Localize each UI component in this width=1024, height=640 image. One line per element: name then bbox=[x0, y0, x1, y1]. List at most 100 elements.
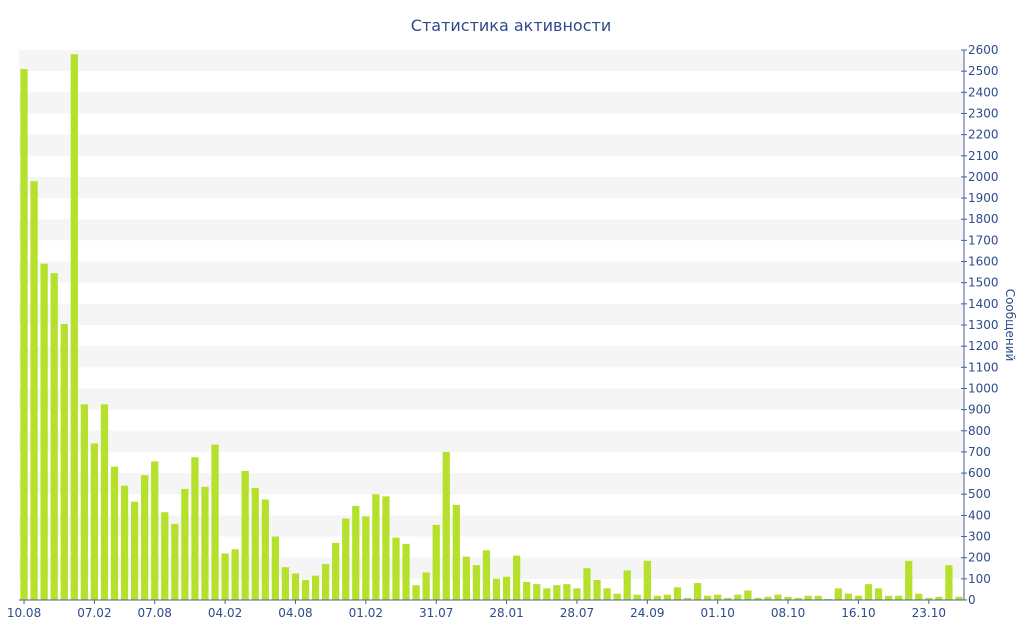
bar bbox=[90, 443, 99, 600]
bar bbox=[311, 575, 320, 600]
bar bbox=[161, 512, 169, 600]
bar bbox=[824, 598, 832, 600]
bar bbox=[492, 578, 501, 600]
x-tick-label: 16.10 bbox=[841, 606, 875, 620]
bar bbox=[382, 496, 390, 600]
x-tick-label: 01.10 bbox=[701, 606, 735, 620]
bar bbox=[693, 583, 702, 600]
bar bbox=[281, 567, 290, 600]
bar bbox=[100, 404, 109, 600]
x-tick-label: 07.02 bbox=[77, 606, 111, 620]
bar bbox=[120, 485, 129, 600]
bar bbox=[905, 560, 913, 600]
bar bbox=[30, 181, 38, 600]
bar bbox=[513, 555, 521, 600]
bar bbox=[191, 457, 199, 600]
x-tick-label: 28.01 bbox=[489, 606, 523, 620]
bar bbox=[704, 595, 712, 600]
y-tick-label: 1400 bbox=[968, 297, 999, 311]
x-tick-label: 31.07 bbox=[419, 606, 453, 620]
grid-band bbox=[19, 515, 964, 537]
bar bbox=[593, 579, 601, 600]
bar bbox=[402, 543, 410, 600]
y-tick-label: 300 bbox=[968, 530, 991, 544]
bar bbox=[864, 584, 873, 600]
bar bbox=[482, 550, 491, 600]
bar bbox=[502, 576, 511, 600]
grid-band bbox=[19, 388, 964, 410]
bar bbox=[543, 588, 551, 600]
grid-band bbox=[19, 92, 964, 114]
y-tick-label: 1200 bbox=[968, 339, 999, 353]
bar bbox=[80, 404, 88, 600]
bar bbox=[221, 553, 229, 600]
bar bbox=[583, 568, 591, 600]
bar bbox=[241, 470, 249, 600]
bar bbox=[754, 597, 762, 600]
bar bbox=[462, 556, 470, 600]
bar bbox=[563, 584, 571, 600]
bar bbox=[884, 595, 893, 600]
grid-band bbox=[19, 303, 964, 325]
bar bbox=[60, 323, 68, 600]
bar bbox=[442, 451, 450, 600]
x-tick-label: 10.08 bbox=[7, 606, 41, 620]
y-tick-label: 1700 bbox=[968, 233, 999, 247]
bar bbox=[573, 588, 581, 600]
x-tick-label: 24.09 bbox=[630, 606, 664, 620]
bar bbox=[874, 588, 883, 600]
bar bbox=[844, 593, 853, 600]
grid-band bbox=[19, 557, 964, 579]
y-tick-label: 500 bbox=[968, 487, 991, 501]
bar bbox=[412, 585, 420, 600]
bar bbox=[714, 594, 722, 600]
x-tick-label: 01.02 bbox=[349, 606, 383, 620]
bar bbox=[764, 596, 772, 600]
x-tick-label: 04.08 bbox=[278, 606, 312, 620]
bar bbox=[895, 595, 903, 600]
y-tick-label: 2400 bbox=[968, 85, 999, 99]
bar bbox=[683, 597, 692, 600]
y-tick-label: 2300 bbox=[968, 106, 999, 120]
y-tick-label: 1100 bbox=[968, 360, 999, 374]
y-tick-label: 2500 bbox=[968, 64, 999, 78]
bar bbox=[854, 595, 863, 600]
bar bbox=[20, 69, 28, 601]
y-tick-label: 1900 bbox=[968, 191, 999, 205]
y-tick-label: 700 bbox=[968, 445, 991, 459]
bar bbox=[784, 596, 792, 600]
bar bbox=[744, 590, 752, 600]
bar bbox=[352, 505, 360, 600]
y-tick-label: 2600 bbox=[968, 43, 999, 57]
bar bbox=[935, 596, 943, 600]
bar bbox=[70, 54, 78, 601]
bar bbox=[130, 501, 139, 600]
bar bbox=[392, 537, 400, 600]
bar bbox=[955, 596, 963, 600]
bar bbox=[523, 582, 531, 600]
bar bbox=[40, 263, 48, 600]
bar bbox=[50, 273, 58, 600]
y-tick-label: 0 bbox=[968, 593, 976, 607]
bar bbox=[633, 594, 641, 600]
y-tick-label: 100 bbox=[968, 572, 991, 586]
chart-title: Статистика активности bbox=[411, 16, 611, 35]
y-tick-label: 900 bbox=[968, 403, 991, 417]
bar bbox=[653, 595, 661, 600]
grid-band bbox=[19, 50, 964, 72]
bar bbox=[724, 597, 732, 600]
bar bbox=[663, 594, 672, 600]
bar bbox=[251, 487, 259, 600]
x-tick-label: 08.10 bbox=[771, 606, 805, 620]
bar bbox=[945, 565, 953, 600]
y-tick-label: 1600 bbox=[968, 255, 999, 269]
bar bbox=[432, 524, 440, 600]
y-tick-label: 2100 bbox=[968, 149, 999, 163]
bar bbox=[613, 593, 621, 600]
bar bbox=[151, 461, 159, 600]
x-tick-label: 04.02 bbox=[208, 606, 242, 620]
grid-band bbox=[19, 176, 964, 199]
bar bbox=[734, 594, 742, 600]
bar bbox=[553, 585, 561, 600]
